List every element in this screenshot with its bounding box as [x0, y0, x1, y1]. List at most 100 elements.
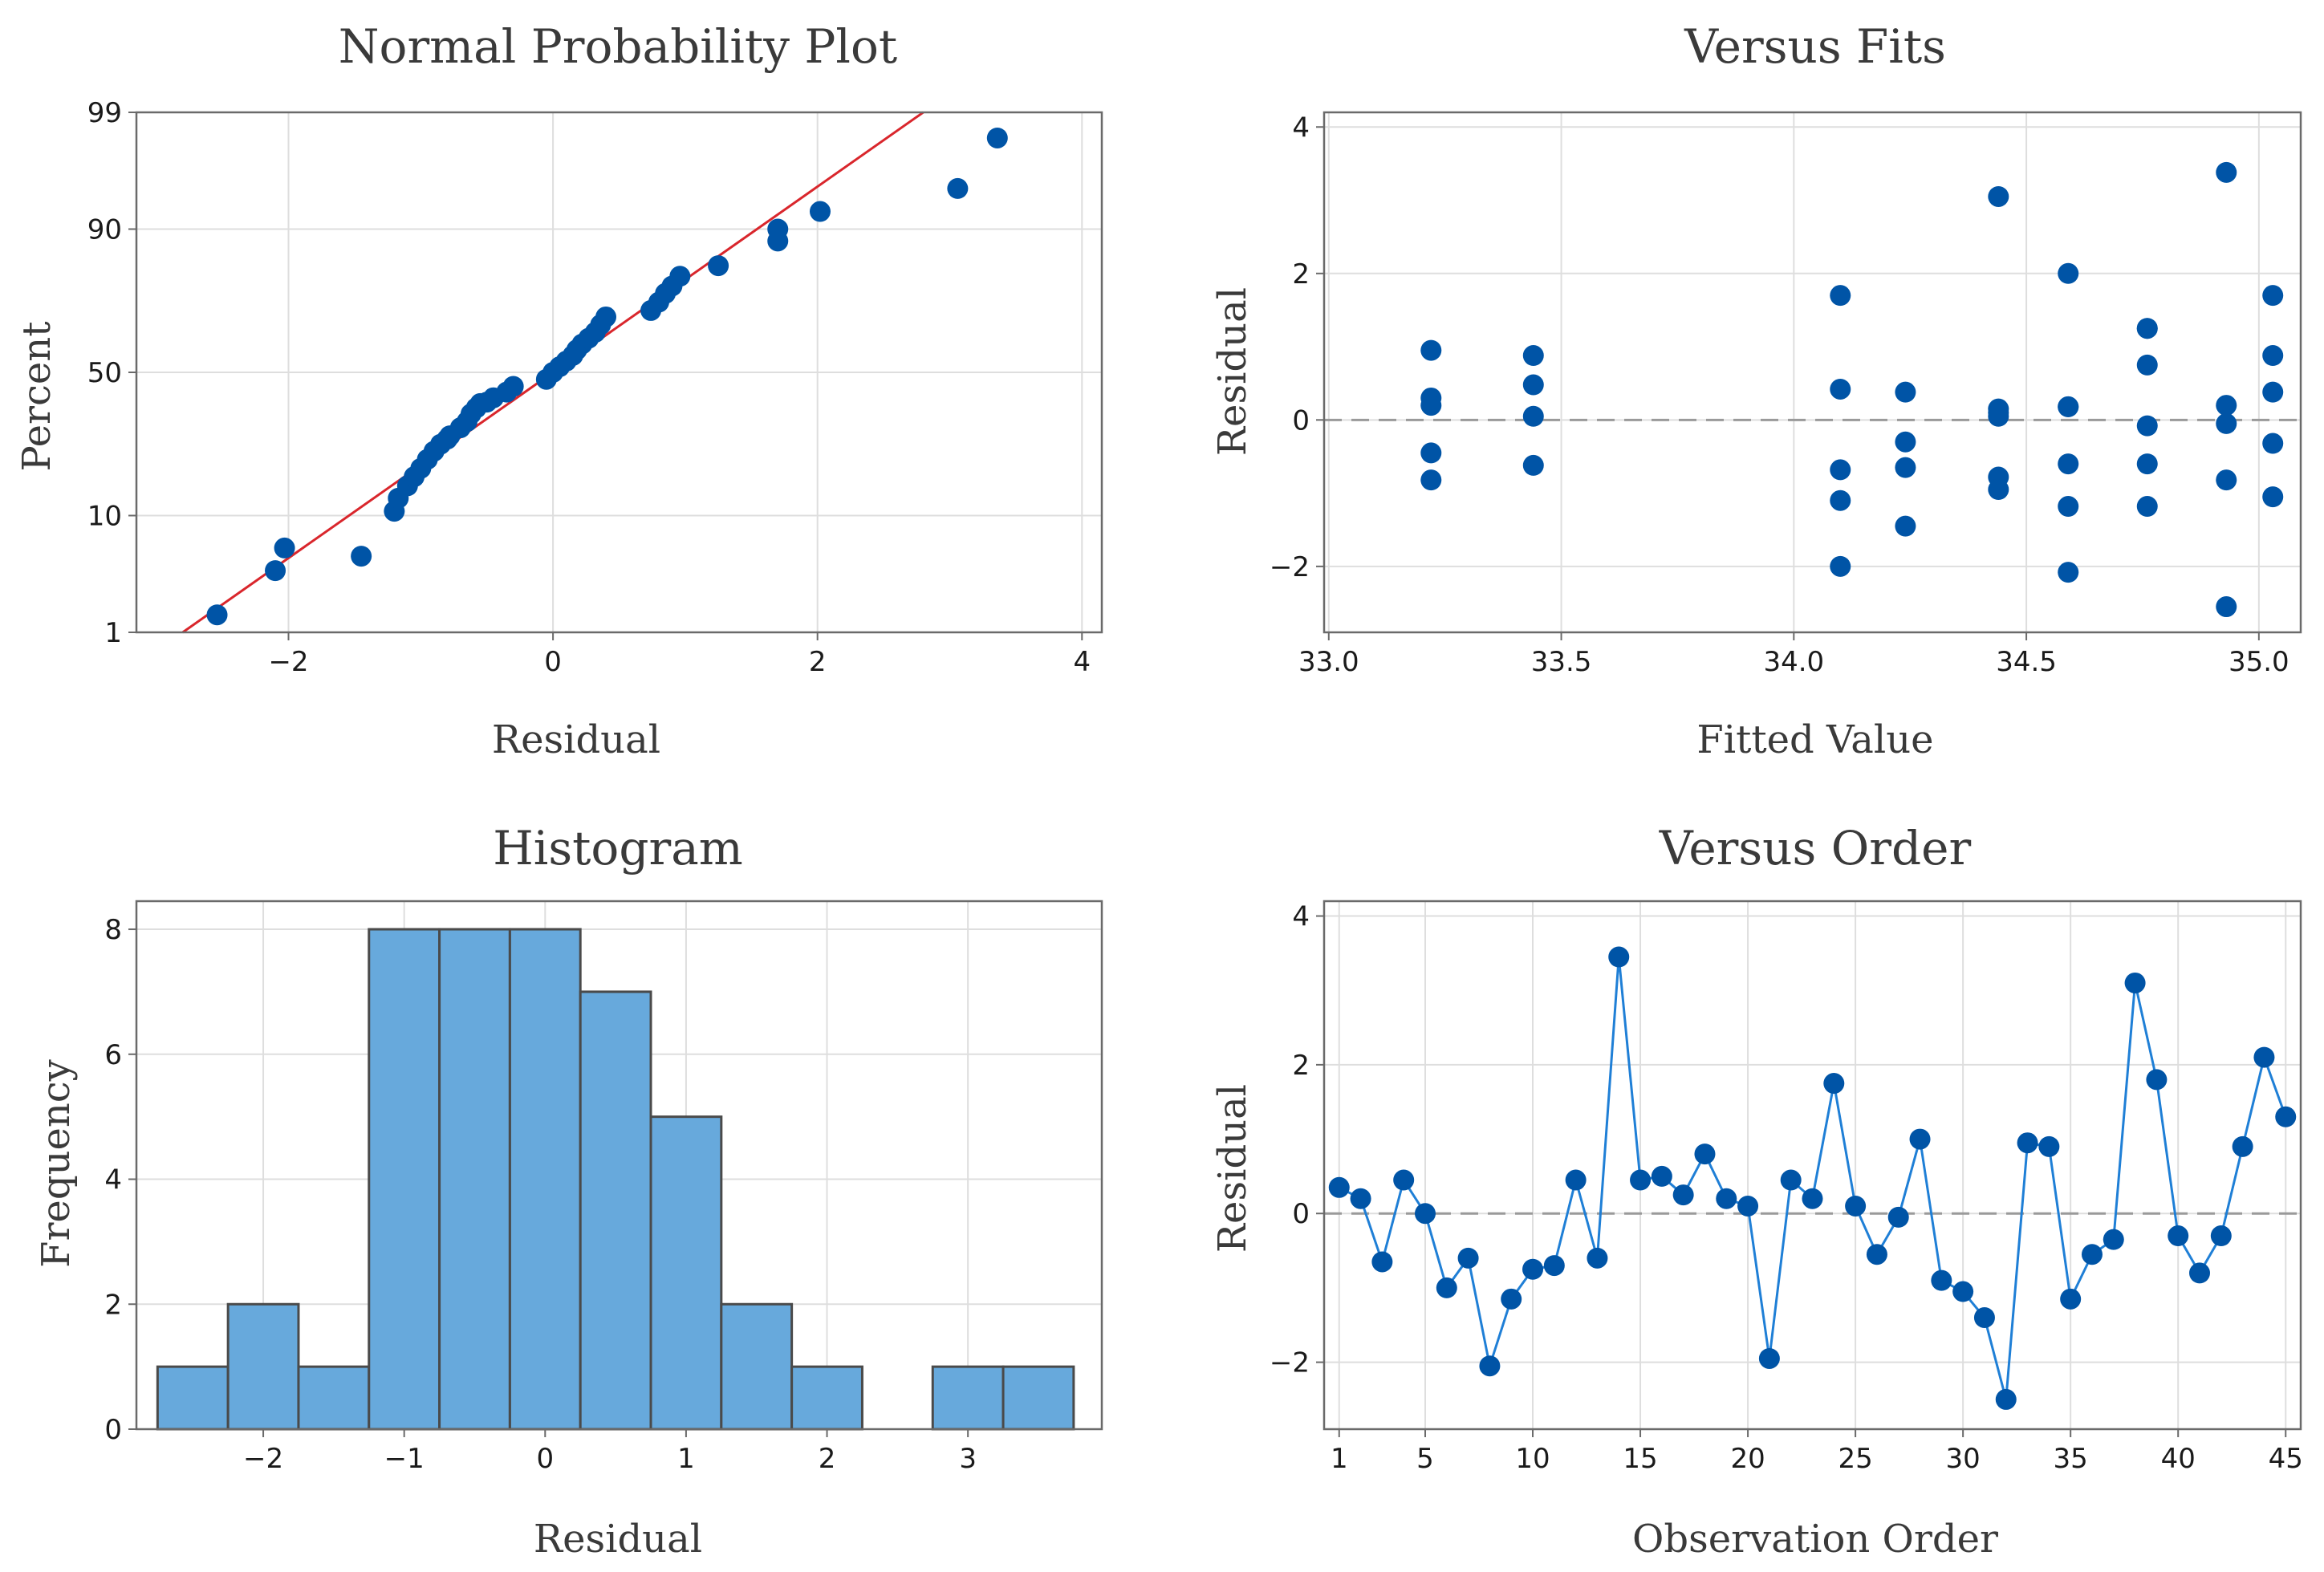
npp-ylabel: Percent — [14, 322, 59, 472]
x-tick-label: 30 — [1946, 1443, 1981, 1475]
data-point — [502, 376, 524, 397]
y-tick-label: 4 — [1292, 901, 1310, 933]
x-tick-label: 2 — [819, 1443, 836, 1475]
data-point — [1651, 1165, 1672, 1187]
data-point — [1522, 345, 1544, 367]
histogram-bar — [297, 1365, 371, 1431]
vfits-xlabel: Fitted Value — [1696, 717, 1933, 762]
data-point — [1522, 1258, 1544, 1280]
data-point — [1672, 1184, 1694, 1206]
x-tick-label: 20 — [1730, 1443, 1765, 1475]
y-tick-label: 90 — [87, 214, 122, 246]
data-point — [1420, 339, 1442, 361]
data-point — [2262, 486, 2284, 508]
data-point — [1457, 1247, 1479, 1269]
npp-x-ticks: −2 0 2 4 — [268, 632, 1091, 678]
x-tick-label: 33.0 — [1298, 646, 1359, 678]
data-point — [2058, 453, 2079, 475]
data-point — [2262, 285, 2284, 307]
data-point — [1522, 374, 1544, 396]
data-point — [1608, 946, 1630, 968]
vfits-y-ticks: −2 0 2 4 — [1270, 112, 1324, 583]
y-tick-label: 10 — [87, 500, 122, 532]
vorder-series — [1328, 946, 2297, 1410]
data-point — [1694, 1143, 1716, 1165]
data-point — [1895, 457, 1916, 478]
histogram-bar — [579, 990, 652, 1431]
data-point — [2060, 1288, 2082, 1310]
histogram-bar — [368, 928, 441, 1431]
data-point — [1716, 1188, 1737, 1209]
data-point — [2210, 1225, 2232, 1247]
data-point — [1479, 1355, 1501, 1377]
y-tick-label: 2 — [1292, 1050, 1310, 1082]
data-point — [2189, 1262, 2211, 1284]
data-point — [274, 537, 295, 559]
histogram-bar — [226, 1302, 300, 1431]
data-point — [2216, 469, 2237, 491]
data-point — [1780, 1169, 1802, 1191]
x-tick-label: 0 — [536, 1443, 554, 1475]
data-point — [2124, 972, 2146, 993]
data-point — [2103, 1229, 2124, 1250]
data-point — [595, 306, 617, 327]
data-point — [1830, 489, 1851, 511]
x-tick-label: 10 — [1515, 1443, 1550, 1475]
data-point — [2136, 354, 2158, 376]
histogram-bar — [156, 1365, 230, 1431]
data-point — [1995, 1388, 2017, 1410]
x-tick-label: −2 — [243, 1443, 283, 1475]
data-point — [2136, 453, 2158, 475]
data-point — [206, 604, 228, 626]
histogram-bar — [1002, 1365, 1075, 1431]
histogram-bar — [931, 1365, 1005, 1431]
data-point — [2058, 262, 2079, 284]
x-tick-label: 45 — [2269, 1443, 2303, 1475]
histogram-bar — [438, 928, 511, 1431]
data-point — [2136, 318, 2158, 339]
npp-y-ticks: 1 10 50 90 99 — [87, 97, 136, 649]
x-tick-label: 34.0 — [1763, 646, 1824, 678]
data-point — [1823, 1073, 1845, 1095]
data-point — [1522, 454, 1544, 476]
data-point — [1830, 555, 1851, 577]
y-tick-label: 99 — [87, 97, 122, 129]
x-tick-label: 33.5 — [1531, 646, 1592, 678]
vfits-points — [1420, 161, 2284, 618]
npp-title: Normal Probability Plot — [339, 19, 897, 74]
histogram-bar — [720, 1302, 794, 1431]
data-point — [2275, 1106, 2297, 1127]
y-tick-label: 1 — [104, 617, 122, 649]
data-point — [2146, 1069, 2168, 1091]
hist-ylabel: Frequency — [34, 1059, 79, 1268]
data-point — [1350, 1188, 1371, 1209]
data-point — [1866, 1244, 1887, 1265]
data-point — [1543, 1255, 1565, 1277]
data-point — [947, 177, 969, 199]
data-point — [1501, 1288, 1522, 1310]
hist-x-ticks: −2 −1 0 1 2 3 — [243, 1429, 977, 1475]
vfits-title: Versus Fits — [1684, 19, 1946, 74]
normal-probability-plot-panel: Normal Probability Plot Residual Percent… — [14, 19, 1103, 762]
data-point — [2262, 433, 2284, 454]
data-point — [2136, 415, 2158, 437]
data-point — [1952, 1281, 1974, 1302]
x-tick-label: 0 — [544, 646, 562, 678]
data-point — [351, 546, 372, 567]
data-point — [1565, 1169, 1587, 1191]
hist-y-ticks: 0 2 4 6 8 — [104, 914, 136, 1446]
vorder-title: Versus Order — [1659, 821, 1972, 875]
data-point — [1414, 1203, 1436, 1225]
vfits-plot-frame — [1322, 111, 2302, 634]
data-point — [2232, 1135, 2253, 1157]
data-point — [2216, 395, 2237, 416]
x-tick-label: −2 — [268, 646, 308, 678]
data-point — [265, 560, 286, 582]
y-tick-label: −2 — [1270, 1347, 1310, 1379]
data-point — [2058, 496, 2079, 518]
data-point — [2216, 161, 2237, 183]
vorder-ylabel: Residual — [1210, 1084, 1255, 1253]
data-point — [2262, 381, 2284, 403]
y-tick-label: 2 — [1292, 258, 1310, 290]
x-tick-label: 1 — [1331, 1443, 1348, 1475]
